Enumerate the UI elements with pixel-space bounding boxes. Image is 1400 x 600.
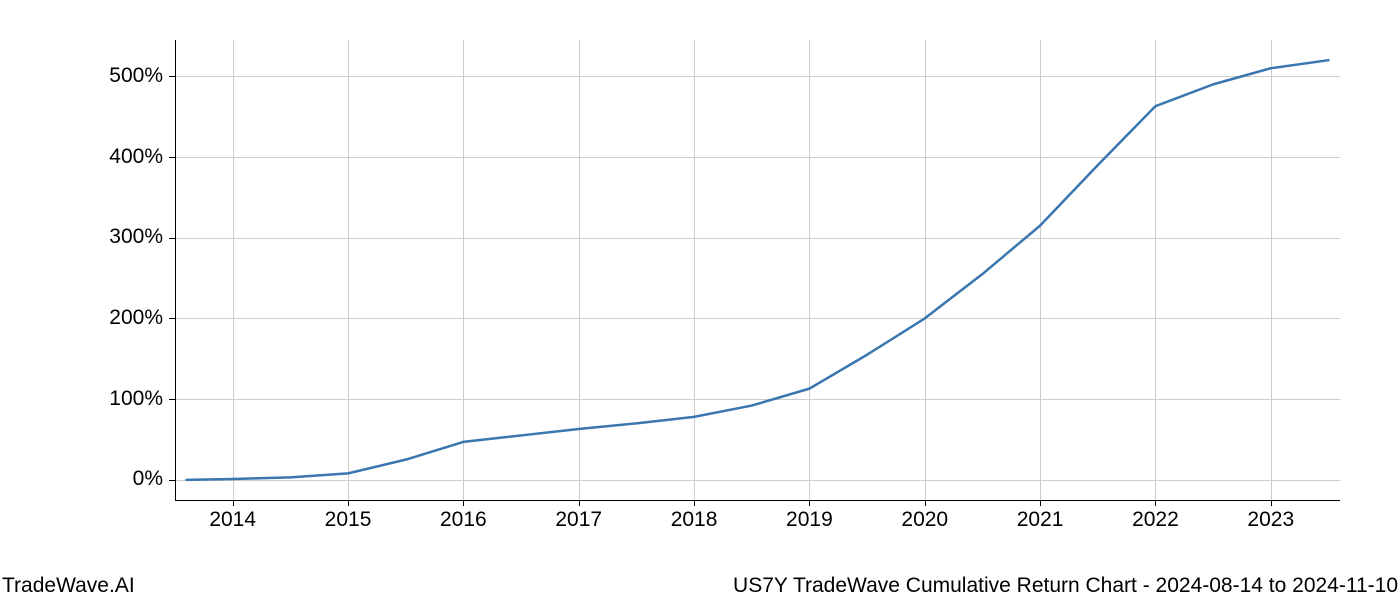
series-line: [187, 60, 1329, 480]
chart-svg: [0, 0, 1400, 600]
chart-container: TradeWave.AI US7Y TradeWave Cumulative R…: [0, 0, 1400, 600]
